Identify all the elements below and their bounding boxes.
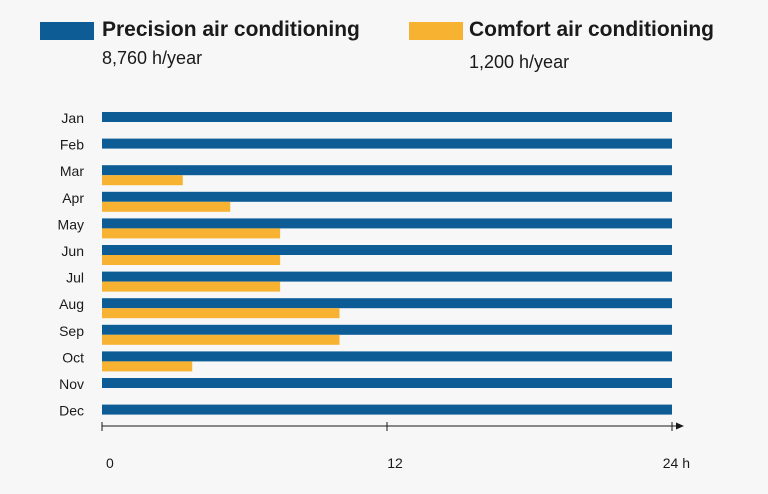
bar-comfort xyxy=(102,201,231,212)
bar-comfort xyxy=(102,308,340,319)
x-tick-label: 0 xyxy=(106,455,114,471)
legend-subtitle-precision: 8,760 h/year xyxy=(102,48,203,68)
bar-precision xyxy=(102,378,672,388)
bar-comfort xyxy=(102,334,340,345)
category-label: Nov xyxy=(59,376,84,392)
bar-precision xyxy=(102,191,672,202)
category-label: Aug xyxy=(59,296,84,312)
bar-precision xyxy=(102,351,672,362)
category-label: Jan xyxy=(61,110,84,126)
legend-title-precision: Precision air conditioning xyxy=(102,18,360,41)
legend-title-comfort: Comfort air conditioning xyxy=(469,18,714,41)
bar-comfort xyxy=(102,255,281,265)
bar-precision xyxy=(102,218,672,229)
category-label: Apr xyxy=(62,190,84,206)
bar-precision xyxy=(102,245,672,255)
category-label: Mar xyxy=(60,163,84,179)
category-label: Oct xyxy=(62,349,84,365)
legend-subtitle-comfort: 1,200 h/year xyxy=(469,52,570,72)
category-label: Sep xyxy=(59,323,84,339)
bar-comfort xyxy=(102,175,183,186)
x-tick-label: 12 xyxy=(387,455,403,471)
x-tick-label: 24 h xyxy=(663,455,690,471)
bar-comfort xyxy=(102,228,281,239)
bar-precision xyxy=(102,298,672,309)
bar-comfort xyxy=(102,281,281,292)
bar-precision xyxy=(102,138,672,149)
category-label: Feb xyxy=(60,137,84,153)
category-label: Jun xyxy=(61,243,84,259)
bar-comfort xyxy=(102,361,193,372)
bar-precision xyxy=(102,112,672,122)
category-label: Dec xyxy=(59,403,84,419)
category-label: Jul xyxy=(66,270,84,286)
x-axis-arrow-icon xyxy=(676,422,684,430)
legend-swatch-precision xyxy=(40,22,94,40)
bar-precision xyxy=(102,271,672,282)
category-label: May xyxy=(58,216,84,232)
bar-precision xyxy=(102,404,672,415)
bar-precision xyxy=(102,165,672,176)
bar-precision xyxy=(102,324,672,335)
legend-swatch-comfort xyxy=(409,22,463,40)
